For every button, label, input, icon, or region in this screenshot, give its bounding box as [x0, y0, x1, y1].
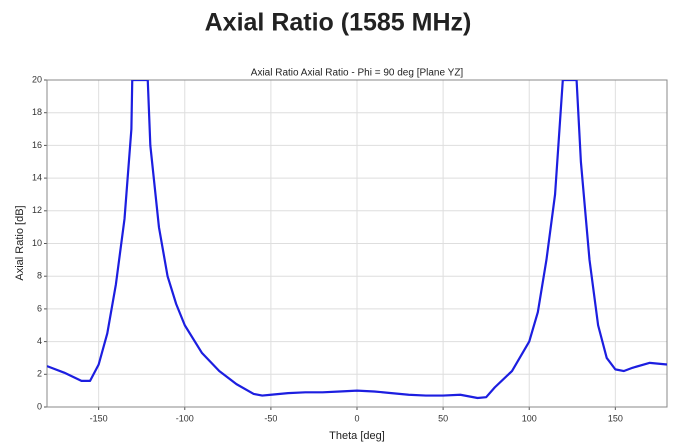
x-tick-label: 100: [522, 413, 537, 423]
y-tick-label: 18: [32, 107, 42, 117]
y-tick-label: 2: [37, 369, 42, 379]
x-tick-label: -150: [90, 413, 108, 423]
y-tick-label: 14: [32, 172, 42, 182]
x-tick-label: -50: [264, 413, 277, 423]
y-tick-label: 6: [37, 303, 42, 313]
x-tick-label: 50: [438, 413, 448, 423]
y-tick-label: 16: [32, 140, 42, 150]
x-tick-label: 0: [354, 413, 359, 423]
y-tick-label: 0: [37, 401, 42, 411]
plot-frame: [46, 79, 668, 408]
y-tick-label: 12: [32, 205, 42, 215]
x-tick-label: 150: [608, 413, 623, 423]
y-tick-label: 20: [32, 74, 42, 84]
y-tick-label: 4: [37, 336, 42, 346]
y-tick-label: 8: [37, 271, 42, 281]
y-axis-label: Axial Ratio [dB]: [14, 205, 26, 280]
y-tick-label: 10: [32, 238, 42, 248]
chart-subtitle: Axial Ratio Axial Ratio - Phi = 90 deg […: [251, 68, 464, 79]
x-axis-label: Theta [deg]: [329, 430, 385, 442]
x-tick-label: -100: [176, 413, 194, 423]
data-line: [47, 80, 667, 400]
chart-title: Axial Ratio (1585 MHz): [205, 9, 472, 37]
